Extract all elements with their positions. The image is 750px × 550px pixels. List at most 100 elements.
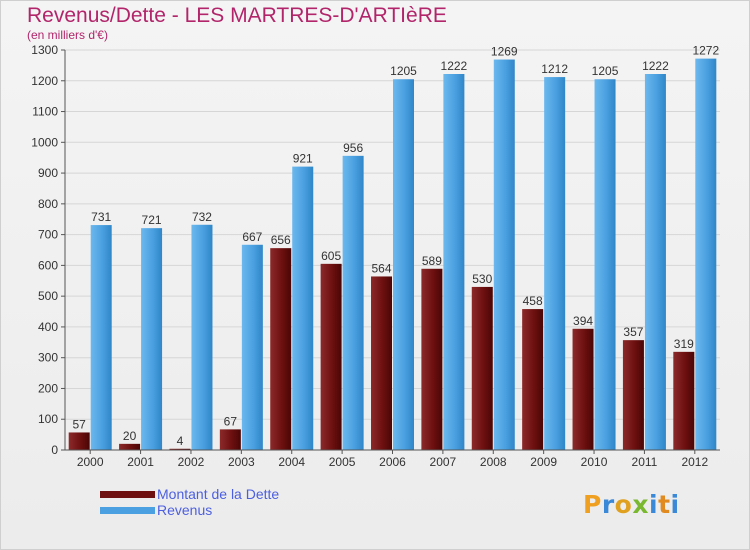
- data-label-debt-2006: 564: [371, 261, 391, 275]
- bar-debt-2007: [421, 268, 443, 450]
- data-label-debt-2003: 67: [224, 414, 238, 428]
- y-tick-label: 1100: [32, 105, 58, 119]
- data-label-debt-2012: 319: [674, 337, 694, 351]
- bar-revenus-2008: [493, 59, 515, 451]
- logo-letter: o: [614, 490, 633, 519]
- bar-debt-2008: [471, 286, 493, 450]
- bar-revenus-2005: [342, 155, 364, 450]
- data-label-revenus-2011: 1222: [642, 59, 669, 73]
- data-label-revenus-2010: 1205: [592, 64, 619, 78]
- y-tick-label: 700: [38, 228, 58, 242]
- bar-revenus-2003: [241, 244, 263, 450]
- legend-item-revenus: Revenus: [100, 502, 279, 518]
- data-label-debt-2011: 357: [623, 325, 643, 339]
- bar-revenus-2006: [393, 79, 414, 450]
- data-label-revenus-2012: 1272: [692, 44, 719, 58]
- logo-letter: i: [649, 490, 659, 519]
- data-label-revenus-2002: 732: [192, 210, 212, 224]
- x-tick-label: 2011: [632, 455, 658, 469]
- y-tick-label: 900: [38, 166, 58, 180]
- bar-debt-2003: [219, 429, 241, 450]
- bar-debt-2009: [522, 309, 544, 450]
- data-label-revenus-2003: 667: [242, 230, 262, 244]
- bar-debt-2002: [169, 448, 191, 450]
- logo-letter: r: [601, 490, 615, 519]
- x-tick-label: 2010: [581, 455, 608, 469]
- data-label-debt-2009: 458: [523, 294, 543, 308]
- x-tick-label: 2003: [228, 455, 255, 469]
- bar-revenus-2000: [90, 225, 112, 450]
- bar-debt-2012: [673, 351, 695, 450]
- data-label-revenus-2006: 1205: [390, 64, 417, 78]
- y-tick-label: 0: [51, 443, 58, 457]
- x-tick-label: 2006: [379, 455, 406, 469]
- y-tick-label: 100: [38, 412, 58, 426]
- proxiti-logo: Proxiti: [583, 490, 680, 519]
- grid-lines: [65, 49, 720, 451]
- logo-letter: i: [670, 490, 680, 519]
- bar-debt-2006: [371, 276, 392, 450]
- data-label-debt-2010: 394: [573, 314, 593, 328]
- y-tick-label: 1300: [31, 43, 58, 57]
- bar-debt-2010: [572, 328, 594, 450]
- x-tick-label: 2002: [178, 455, 205, 469]
- bar-revenus-2002: [191, 224, 213, 450]
- data-label-revenus-2001: 721: [142, 213, 162, 227]
- logo-letter: t: [658, 490, 671, 519]
- bar-revenus-2007: [443, 74, 465, 450]
- data-label-debt-2008: 530: [472, 272, 492, 286]
- x-tick-label: 2009: [530, 455, 557, 469]
- data-label-revenus-2008: 1269: [491, 45, 518, 59]
- chart-title: Revenus/Dette - LES MARTRES-D'ARTIèRE: [27, 4, 447, 27]
- bar-revenus-2009: [544, 77, 566, 451]
- bar-debt-2005: [320, 263, 342, 450]
- data-label-revenus-2000: 731: [91, 210, 111, 224]
- legend-swatch-revenus: [100, 506, 155, 514]
- y-tick-label: 200: [38, 381, 58, 395]
- bar-revenus-2012: [695, 58, 717, 450]
- x-tick-label: 2012: [681, 455, 708, 469]
- x-tick-label: 2007: [430, 455, 457, 469]
- legend-label-revenus: Revenus: [157, 502, 213, 518]
- data-label-debt-2004: 656: [271, 233, 291, 247]
- y-tick-label: 600: [38, 258, 58, 272]
- legend-swatch-debt: [100, 490, 155, 498]
- data-label-revenus-2007: 1222: [441, 59, 468, 73]
- data-label-revenus-2009: 1212: [541, 62, 568, 76]
- bar-revenus-2001: [141, 228, 163, 450]
- bar-debt-2011: [622, 340, 644, 450]
- y-tick-label: 1200: [31, 74, 58, 88]
- axes: 0 100 200 300 400 500 600 700 800 900 1000 1100 1200…: [31, 43, 720, 469]
- y-tick-label: 400: [38, 320, 58, 334]
- data-label-debt-2002: 4: [177, 434, 184, 448]
- y-tick-label: 800: [38, 197, 58, 211]
- x-tick-label: 2008: [480, 455, 507, 469]
- y-tick-label: 300: [38, 351, 58, 365]
- x-tick-label: 2000: [77, 455, 104, 469]
- bar-debt-2000: [68, 432, 90, 450]
- bar-debt-2001: [119, 443, 141, 450]
- logo-letter: x: [632, 490, 649, 519]
- legend-label-debt: Montant de la Dette: [157, 486, 280, 502]
- legend: Montant de la Dette Revenus: [100, 486, 279, 518]
- data-label-debt-2007: 589: [422, 254, 442, 268]
- bar-revenus-2010: [594, 79, 616, 450]
- bar-revenus-2004: [292, 166, 314, 450]
- data-label-debt-2000: 57: [73, 417, 87, 431]
- bars: 57 731 20 721 4 732 67 667 656 921 605 956 564 1205 58…: [68, 44, 719, 451]
- data-label-revenus-2004: 921: [293, 152, 313, 166]
- x-tick-label: 2001: [127, 455, 154, 469]
- data-label-revenus-2005: 956: [343, 141, 363, 155]
- logo-letter: P: [583, 490, 602, 519]
- bar-revenus-2011: [644, 74, 666, 450]
- x-tick-label: 2004: [278, 455, 305, 469]
- y-tick-label: 500: [38, 289, 58, 303]
- legend-item-debt: Montant de la Dette: [100, 486, 279, 502]
- data-label-debt-2001: 20: [123, 429, 137, 443]
- chart-subtitle: (en milliers d'€): [27, 28, 108, 42]
- data-label-debt-2005: 605: [321, 249, 341, 263]
- y-tick-label: 1000: [31, 135, 58, 149]
- x-tick-label: 2005: [329, 455, 356, 469]
